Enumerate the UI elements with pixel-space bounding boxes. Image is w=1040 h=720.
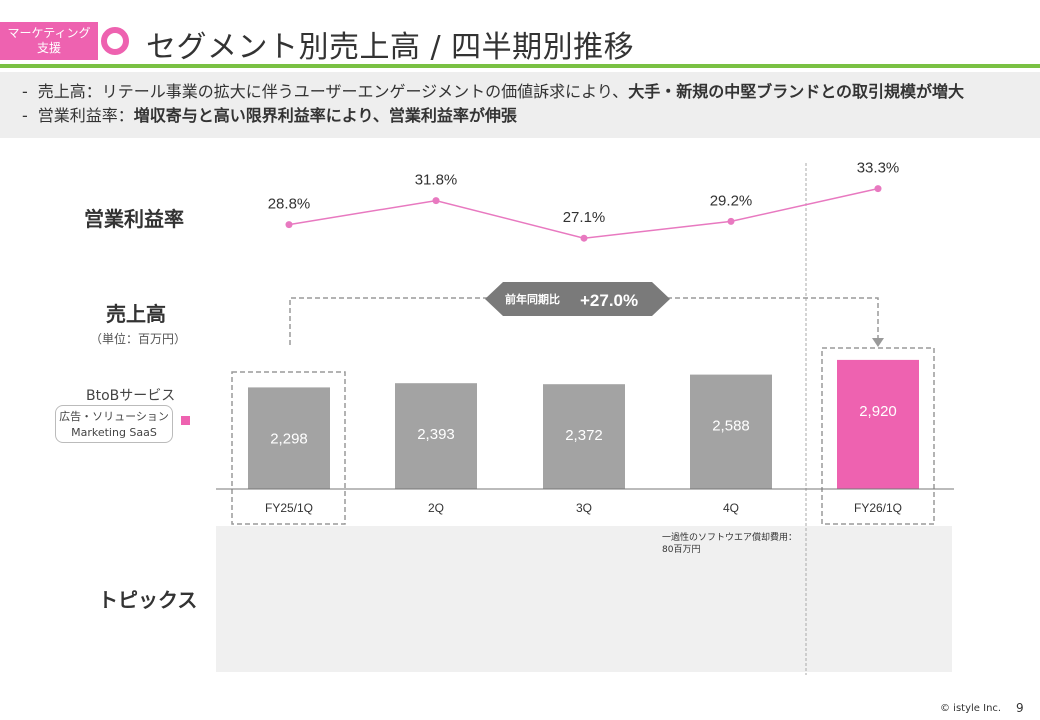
sales-value-label: 2,298: [270, 430, 308, 447]
topic-cell: [512, 526, 658, 672]
sales-bar: [690, 374, 772, 489]
yoy-value: +27.0%: [580, 291, 638, 310]
title-divider: [0, 64, 1040, 68]
margin-value-label: 29.2%: [710, 192, 753, 209]
margin-line-chart: 28.8% 31.8% 27.1% 29.2% 33.3%: [268, 160, 900, 242]
topics-label: トピックス: [98, 588, 198, 612]
copyright: © istyle Inc.: [940, 703, 1002, 714]
badge-line2: 支援: [36, 41, 61, 55]
x-tick-label: 4Q: [723, 501, 739, 515]
summary-line2-prefix: 営業利益率：: [37, 106, 134, 125]
x-axis-ticks: FY25/1Q 2Q 3Q 4Q FY26/1Q: [265, 501, 902, 515]
sales-label: 売上高: [106, 302, 166, 326]
yoy-label: 前年同期比: [505, 292, 560, 306]
yoy-callout: [485, 282, 670, 316]
sales-bar: [395, 383, 477, 489]
summary-line1-bold: 大手・新規の中堅ブランドとの取引規模が増大: [628, 82, 965, 101]
sales-value-label: 2,920: [859, 403, 897, 420]
x-tick-label: FY26/1Q: [854, 501, 902, 515]
summary-line1-prefix: 売上高：リテール事業の拡大に伴うユーザーエンゲージメントの価値訴求により、: [37, 82, 629, 101]
topic-cell: [806, 526, 952, 672]
badge-circle-icon: [101, 27, 129, 55]
sales-bar-chart: 2,298 2,393 2,372 2,588 2,920: [248, 359, 919, 489]
btob-label: BtoBサービス: [86, 388, 176, 404]
sales-bar: [248, 387, 330, 489]
sales-bar: [543, 384, 625, 489]
topic-cell: [364, 526, 510, 672]
topic-note-line1: 一過性のソフトウエア償却費用：: [662, 533, 798, 543]
margin-point: [874, 185, 882, 193]
service-line2: Marketing SaaS: [71, 426, 157, 439]
topic-note-line2: 80百万円: [662, 545, 701, 555]
margin-point: [580, 234, 588, 242]
badge-line1: マーケティング: [7, 26, 91, 40]
summary-line2-bold: 増収寄与と高い限界利益率により、営業利益率が伸張: [133, 106, 517, 125]
margin-value-label: 33.3%: [857, 160, 900, 177]
x-tick-label: FY25/1Q: [265, 501, 313, 515]
legend-swatch: [181, 416, 190, 425]
service-line1: 広告・ソリューション: [59, 410, 169, 423]
page-title: セグメント別売上高 / 四半期別推移: [146, 30, 635, 65]
yoy-arrow-head: [872, 338, 884, 347]
margin-value-label: 27.1%: [563, 209, 606, 226]
summary-box: - 売上高：リテール事業の拡大に伴うユーザーエンゲージメントの価値訴求により、大手…: [0, 72, 1040, 138]
unit-label: （単位：百万円）: [90, 332, 187, 346]
x-tick-label: 2Q: [428, 501, 444, 515]
margin-value-label: 28.8%: [268, 196, 311, 213]
summary-line-margin: - 営業利益率：増収寄与と高い限界利益率により、営業利益率が伸張: [22, 106, 517, 125]
margin-point: [285, 221, 293, 229]
topic-cell: [658, 526, 804, 672]
operating-margin-label: 営業利益率: [84, 207, 184, 231]
margin-point: [432, 197, 440, 205]
page-number: 9: [1016, 701, 1024, 715]
sales-value-label: 2,372: [565, 427, 603, 444]
topic-cell: [216, 526, 362, 672]
margin-point: [727, 217, 735, 225]
topic-note: 一過性のソフトウエア償却費用： 80百万円: [662, 532, 797, 556]
x-tick-label: 3Q: [576, 501, 592, 515]
sales-value-label: 2,393: [417, 426, 455, 443]
margin-value-label: 31.8%: [415, 172, 458, 189]
sales-bar: [837, 359, 919, 489]
topics-table: [216, 526, 952, 672]
current-period-highlight: [821, 347, 935, 525]
summary-line-sales: - 売上高：リテール事業の拡大に伴うユーザーエンゲージメントの価値訴求により、大手…: [22, 82, 965, 101]
base-period-highlight: [231, 371, 346, 525]
service-legend-box: 広告・ソリューション Marketing SaaS: [55, 405, 173, 443]
sales-value-label: 2,588: [712, 418, 750, 435]
section-badge: マーケティング 支援: [0, 22, 98, 60]
